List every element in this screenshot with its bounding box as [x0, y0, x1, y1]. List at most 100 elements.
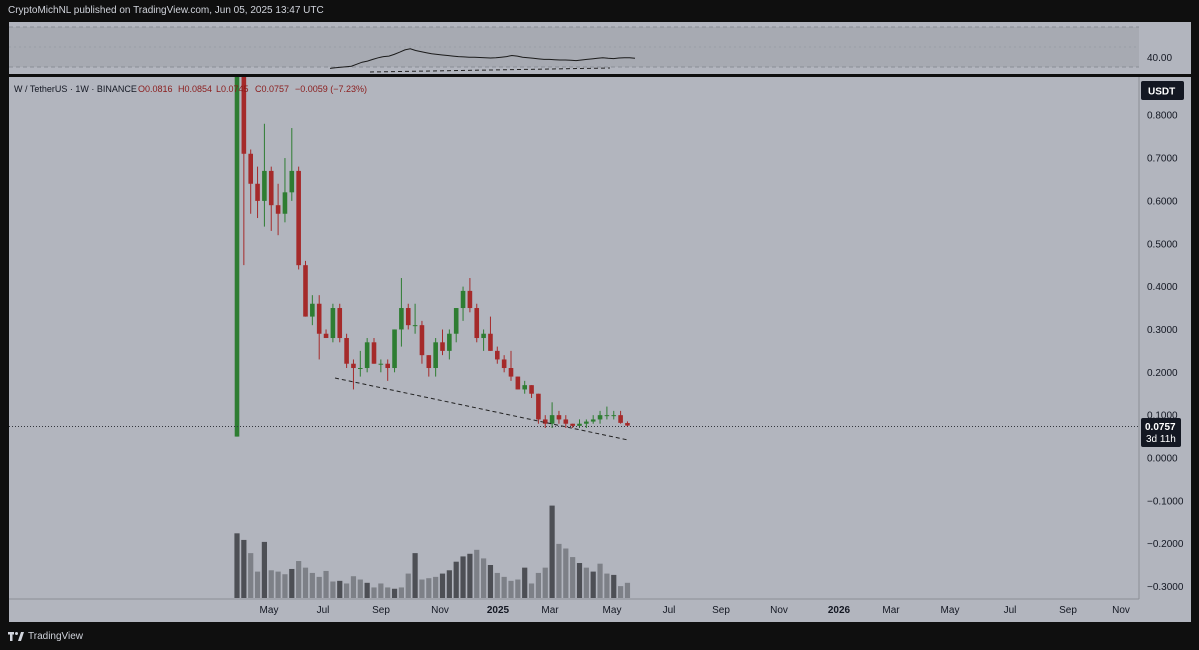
- countdown-label: 3d 11h: [1146, 434, 1176, 445]
- time-tick-label: 2026: [828, 605, 851, 616]
- volume-bar: [515, 579, 521, 598]
- candle: [481, 329, 486, 351]
- volume-bar: [412, 553, 418, 598]
- volume-bar: [248, 553, 254, 598]
- volume-bar: [398, 587, 404, 598]
- price-tick-label: 0.0000: [1147, 454, 1178, 465]
- volume-bar: [289, 568, 295, 598]
- pane-separator[interactable]: [9, 74, 1191, 77]
- volume-bar: [583, 567, 589, 598]
- candle: [268, 166, 274, 231]
- candle-body: [248, 153, 253, 184]
- volume-bar: [405, 573, 411, 598]
- candle-body: [577, 423, 582, 426]
- candle-body: [323, 333, 329, 339]
- candle: [440, 329, 445, 356]
- candle: [549, 402, 555, 429]
- price-tick-label: 0.8000: [1147, 111, 1178, 122]
- candle-body: [536, 393, 541, 420]
- candle: [289, 128, 295, 201]
- candle: [405, 303, 411, 330]
- volume-bar: [364, 582, 370, 598]
- candle-body: [268, 170, 274, 206]
- price-tick-label: 0.5000: [1147, 239, 1178, 250]
- candle-body: [289, 170, 295, 193]
- legend-change: −0.0059 (−7.23%): [295, 84, 367, 94]
- candle-body: [405, 308, 411, 326]
- candle-body: [522, 385, 527, 390]
- candle: [282, 158, 288, 223]
- legend-close: C0.0757: [255, 84, 289, 94]
- candle: [563, 415, 569, 429]
- candle: [412, 303, 418, 334]
- price-tick-label: −0.2000: [1147, 539, 1184, 550]
- volume-bar: [426, 578, 432, 598]
- candle-body: [316, 303, 322, 334]
- tradingview-brand[interactable]: TradingView: [8, 631, 83, 642]
- candle: [234, 77, 240, 437]
- candle: [556, 410, 562, 424]
- candle: [474, 303, 480, 343]
- candle-body: [275, 205, 281, 214]
- candle-body: [515, 376, 521, 390]
- volume-bar: [371, 587, 377, 598]
- candle-body: [255, 183, 260, 201]
- volume-bar: [275, 571, 281, 598]
- candle: [611, 410, 617, 420]
- candle-body: [447, 333, 452, 351]
- candle-body: [584, 421, 589, 424]
- time-tick-label: Sep: [1059, 605, 1077, 616]
- time-tick-label: Jul: [317, 605, 330, 616]
- candle-body: [303, 265, 308, 317]
- candle: [488, 316, 493, 351]
- candle-body: [570, 423, 575, 426]
- candle-body: [426, 355, 432, 369]
- volume-bar: [302, 567, 309, 598]
- volume-bar: [467, 553, 473, 598]
- candle-body: [495, 350, 500, 360]
- volume-bar: [460, 556, 466, 598]
- price-axis[interactable]: [1139, 77, 1191, 599]
- candle: [316, 295, 322, 360]
- candle-body: [392, 329, 397, 369]
- candle: [529, 385, 534, 399]
- indicator-axis[interactable]: [1139, 22, 1191, 74]
- volume-bar: [323, 570, 329, 598]
- candle: [447, 329, 452, 360]
- volume-bar: [611, 574, 617, 598]
- candle: [515, 376, 521, 390]
- time-tick-label: Sep: [372, 605, 390, 616]
- candle-body: [358, 368, 363, 370]
- price-tick-label: 0.6000: [1147, 196, 1178, 207]
- candle-body: [385, 363, 390, 369]
- price-tick-label: 0.1000: [1147, 411, 1178, 422]
- candle: [275, 183, 281, 236]
- candle: [426, 355, 432, 377]
- currency-button[interactable]: [1141, 81, 1184, 100]
- candle-body: [604, 415, 610, 417]
- volume-bar: [268, 570, 274, 598]
- candle-body: [351, 363, 356, 369]
- volume-bar: [316, 576, 322, 598]
- candle: [495, 346, 500, 364]
- candle-body: [611, 415, 617, 417]
- volume-bars: [234, 505, 631, 598]
- candle: [351, 359, 356, 390]
- candle-body: [481, 333, 486, 339]
- volume-bar: [344, 583, 350, 598]
- candle-body: [440, 342, 445, 351]
- candle: [522, 380, 527, 394]
- last-price-badge: [1141, 418, 1181, 447]
- candle-body: [460, 290, 466, 309]
- time-axis[interactable]: [9, 599, 1191, 622]
- price-axis-ticks: 0.8000 0.7000 0.6000 0.5000 0.4000 0.3000 0.20…: [1147, 111, 1184, 593]
- candle: [310, 295, 315, 326]
- candle: [570, 423, 575, 429]
- candle-body: [625, 423, 630, 426]
- volume-bar: [241, 539, 247, 598]
- main-pane[interactable]: [9, 77, 1139, 599]
- candle-body: [371, 342, 377, 364]
- indicator-trendline: [369, 67, 611, 73]
- candle-body: [399, 308, 404, 330]
